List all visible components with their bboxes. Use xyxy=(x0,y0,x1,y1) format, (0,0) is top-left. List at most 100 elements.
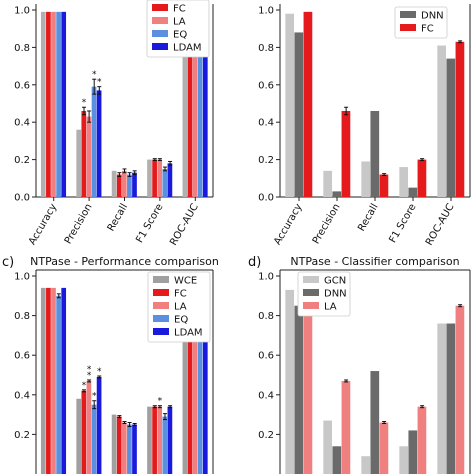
legend-swatch xyxy=(400,11,416,18)
x-tick-label: Precision xyxy=(311,202,343,246)
bar xyxy=(417,159,427,197)
legend-label: EQ xyxy=(174,315,188,326)
chart-panel-3: NTPase - Classifier comparison 0.2 0.4 0.6 0… xyxy=(258,255,471,474)
bar xyxy=(417,406,427,474)
bar xyxy=(341,380,351,474)
bar xyxy=(56,295,61,474)
significance-marker: * xyxy=(82,381,87,391)
bar xyxy=(111,170,117,197)
bar xyxy=(323,420,333,474)
bar xyxy=(152,406,157,474)
bar xyxy=(116,416,122,474)
bar xyxy=(167,163,173,197)
bar xyxy=(127,424,132,474)
bar xyxy=(182,311,188,474)
bar xyxy=(294,305,304,474)
legend-swatch xyxy=(152,4,168,11)
y-tick-label: 0.6 xyxy=(14,80,30,91)
bar xyxy=(323,170,333,197)
panel-label-c: c) xyxy=(2,255,14,270)
chart-panel-0: 0.0 0.2 0.4 0.6 0.8 1.0 Accuracy Precision Recal… xyxy=(14,0,214,248)
bar xyxy=(197,323,203,474)
legend: DNN FC xyxy=(394,6,448,39)
significance-marker: * xyxy=(92,392,97,402)
bar xyxy=(76,398,82,474)
bar xyxy=(285,13,295,197)
bar xyxy=(167,406,173,474)
bar xyxy=(40,287,46,474)
legend-swatch xyxy=(400,24,416,31)
x-tick-label: Accuracy xyxy=(272,202,304,247)
bar xyxy=(379,174,389,197)
bar xyxy=(46,11,51,198)
bar xyxy=(408,187,418,197)
significance-marker: * xyxy=(87,365,92,375)
bar xyxy=(147,406,152,474)
bar xyxy=(370,110,380,197)
bar xyxy=(91,86,97,197)
legend-swatch xyxy=(153,328,169,335)
y-tick-label: 0.6 xyxy=(258,80,274,91)
y-tick-label: 0.2 xyxy=(258,430,274,441)
bar xyxy=(61,11,67,198)
legend-label: FC xyxy=(173,4,186,15)
x-tick-label: Recall xyxy=(106,202,130,233)
bar xyxy=(96,90,102,197)
bar xyxy=(202,43,208,197)
y-tick-label: 0.2 xyxy=(258,155,274,166)
bar xyxy=(192,305,198,474)
legend-label: LA xyxy=(324,302,337,313)
legend-swatch xyxy=(303,289,319,296)
legend-swatch xyxy=(303,276,319,283)
legend-label: WCE xyxy=(174,276,197,287)
legend-swatch xyxy=(153,315,169,322)
legend-swatch xyxy=(153,289,169,296)
bar xyxy=(132,172,137,197)
bar xyxy=(157,159,163,197)
legend: GCN DNN LA xyxy=(297,271,351,317)
significance-marker: * xyxy=(97,367,102,377)
x-tick-label: ROC-AUC xyxy=(168,202,201,248)
bar xyxy=(132,424,137,474)
bar xyxy=(379,422,389,474)
bar xyxy=(157,406,163,474)
legend-label: EQ xyxy=(173,30,187,41)
bar xyxy=(76,129,82,197)
y-tick-label: 0.6 xyxy=(258,351,274,362)
legend-label: LA xyxy=(173,17,186,28)
bar xyxy=(361,161,371,197)
bar xyxy=(81,110,87,197)
y-tick-label: 0.0 xyxy=(258,193,274,204)
bar xyxy=(91,404,97,474)
bar xyxy=(202,311,208,474)
y-tick-label: 0.8 xyxy=(14,311,30,322)
chart-panel-2: NTPase - Performance comparison 0.2 0.4 0.6… xyxy=(14,255,219,474)
bar xyxy=(51,287,56,474)
bar xyxy=(81,390,87,474)
x-tick-label: ROC-AUC xyxy=(424,202,457,248)
legend-swatch xyxy=(152,17,168,24)
bar xyxy=(116,174,122,197)
significance-marker: * xyxy=(92,70,97,80)
x-tick-label: Accuracy xyxy=(27,202,59,247)
significance-marker: * xyxy=(82,98,87,108)
y-tick-label: 0.0 xyxy=(14,193,30,204)
legend-label: DNN xyxy=(421,11,444,22)
bar xyxy=(61,287,67,474)
y-tick-label: 0.4 xyxy=(14,118,30,129)
bar xyxy=(40,11,46,198)
bar xyxy=(187,317,193,474)
bar xyxy=(285,289,295,474)
y-tick-label: 0.8 xyxy=(258,311,274,322)
y-tick-label: 0.8 xyxy=(258,43,274,54)
bar xyxy=(111,414,117,474)
y-tick-label: 1.0 xyxy=(258,272,274,283)
bar xyxy=(162,168,168,197)
legend-label: LA xyxy=(174,302,187,313)
legend-frame xyxy=(146,0,210,58)
legend-swatch xyxy=(152,43,168,50)
bar xyxy=(182,43,188,197)
legend-label: DNN xyxy=(324,289,347,300)
legend-swatch xyxy=(153,302,169,309)
